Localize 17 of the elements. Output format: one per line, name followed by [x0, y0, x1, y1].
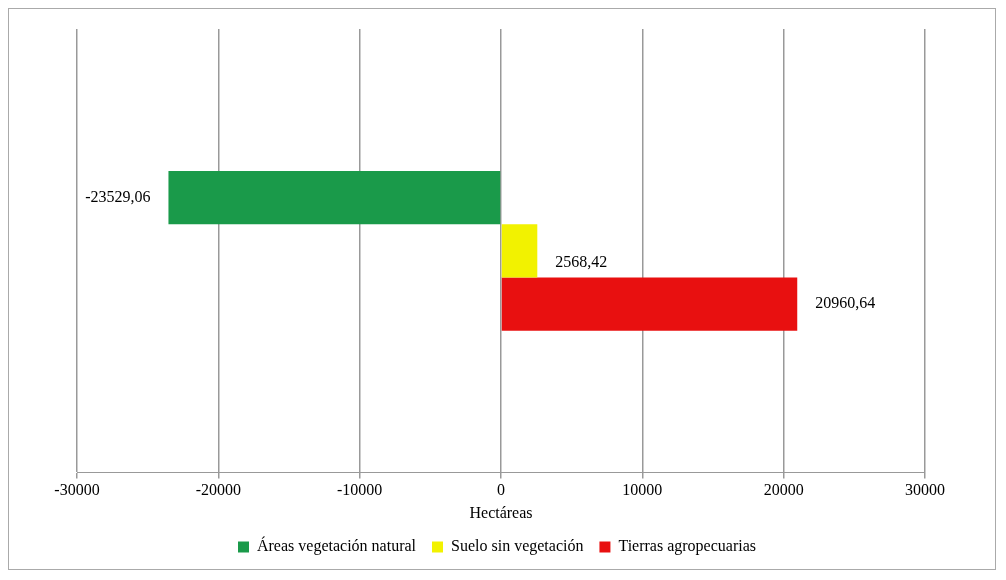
legend-label: Áreas vegetación natural	[256, 536, 417, 556]
data-label: -23529,06	[85, 187, 151, 205]
x-tick-label: -30000	[54, 481, 100, 499]
bar	[168, 170, 501, 225]
x-tick-label: 20000	[763, 481, 804, 499]
x-axis-title: Hectáreas	[469, 503, 533, 521]
data-label: 20960,64	[815, 294, 876, 312]
bar	[501, 224, 538, 278]
x-tick-label: -20000	[195, 481, 241, 499]
x-tick-label: 30000	[905, 481, 945, 499]
bar	[501, 277, 798, 331]
x-tick-label: -10000	[337, 481, 383, 499]
legend-label: Suelo sin vegetación	[451, 537, 584, 556]
legend-label: Tierras agropecuarias	[618, 537, 757, 556]
x-tick-label: 0	[497, 481, 505, 499]
x-tick-label: 10000	[622, 481, 663, 499]
data-label: 2568,42	[555, 253, 608, 270]
